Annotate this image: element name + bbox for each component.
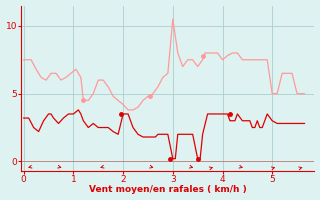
X-axis label: Vent moyen/en rafales ( km/h ): Vent moyen/en rafales ( km/h ) bbox=[89, 185, 247, 194]
